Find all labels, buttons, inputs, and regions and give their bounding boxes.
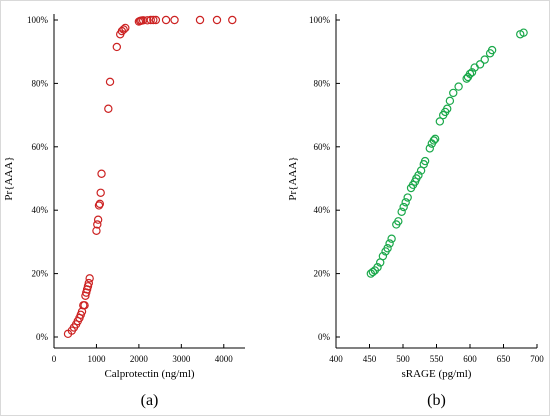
data-point	[373, 263, 382, 272]
axis-ticks: 0 1000 2000 3000 4000 0% 20% 40% 60% 80% 100%	[27, 15, 233, 364]
panel-label: (a)	[141, 392, 159, 409]
x-tick-label: 700	[530, 354, 544, 364]
panel-label: (b)	[427, 392, 446, 409]
y-tick-label: 100%	[27, 15, 49, 25]
data-point	[420, 156, 430, 166]
data-point	[80, 301, 89, 310]
data-point	[105, 77, 115, 87]
y-tick-label: 60%	[32, 142, 49, 152]
data-point	[475, 60, 485, 69]
y-tick-label: 100%	[309, 15, 331, 25]
y-tick-label: 0%	[318, 332, 331, 342]
data-point	[170, 15, 179, 25]
data-point	[480, 55, 489, 64]
data-point	[85, 274, 94, 283]
data-point	[93, 220, 102, 229]
data-point	[443, 104, 452, 113]
data-point	[121, 23, 130, 33]
data-point	[119, 25, 128, 34]
data-point	[401, 198, 410, 207]
data-point	[467, 68, 477, 77]
x-axis-title: Calprotectin (ng/ml)	[104, 368, 194, 380]
y-axis-title: Pr{AAA}	[287, 156, 299, 200]
x-tick-label: 400	[329, 354, 343, 364]
data-point	[487, 45, 497, 55]
data-point	[519, 28, 528, 37]
data-point	[149, 15, 158, 25]
data-point	[385, 239, 394, 248]
data-point	[368, 267, 378, 277]
y-tick-label: 40%	[314, 205, 331, 215]
panel-a: 0 1000 2000 3000 4000 0% 20% 40% 60% 80% 100% Calp…	[3, 14, 245, 409]
data-point	[161, 15, 171, 25]
y-tick-label: 60%	[314, 142, 331, 152]
axis-ticks: 400 450 500 550 600 650 700 0% 20% 40% 60% 80% 100%	[309, 15, 544, 364]
data-point	[449, 88, 458, 98]
data-point	[228, 15, 237, 25]
data-point	[387, 234, 396, 243]
data-point	[403, 193, 412, 202]
data-point	[454, 82, 463, 91]
x-tick-label: 450	[363, 354, 377, 364]
data-point	[146, 15, 155, 25]
data-point	[96, 188, 105, 197]
data-points	[366, 28, 528, 278]
data-point	[104, 104, 113, 113]
data-point	[425, 144, 434, 153]
y-tick-label: 80%	[314, 78, 331, 88]
x-tick-label: 500	[396, 354, 410, 364]
x-tick-label: 4000	[215, 354, 234, 364]
data-point	[429, 136, 439, 145]
data-point	[435, 117, 445, 126]
data-point	[465, 69, 475, 79]
y-tick-label: 80%	[32, 78, 49, 88]
data-point	[112, 42, 122, 52]
y-axis-title: Pr{AAA}	[3, 156, 15, 200]
data-points	[63, 15, 237, 339]
data-point	[97, 169, 106, 178]
data-point	[93, 215, 103, 224]
y-tick-label: 40%	[32, 205, 49, 215]
data-point	[414, 171, 423, 180]
x-tick-label: 1000	[87, 354, 106, 364]
data-point	[394, 217, 403, 226]
data-point	[212, 15, 222, 25]
y-tick-label: 20%	[32, 269, 49, 279]
data-point	[445, 96, 455, 106]
data-point	[383, 244, 392, 253]
x-tick-label: 650	[497, 354, 511, 364]
x-axis-title: sRAGE (pg/ml)	[402, 368, 472, 380]
y-tick-label: 20%	[314, 269, 331, 279]
data-point	[399, 202, 408, 212]
data-point	[378, 251, 388, 261]
data-point	[92, 226, 101, 236]
panel-b: 400 450 500 550 600 650 7000%20%40%60%80%100% …	[287, 14, 544, 409]
x-tick-label: 0	[52, 354, 57, 364]
data-point	[151, 15, 161, 25]
data-point	[397, 207, 406, 216]
x-tick-label: 2000	[130, 354, 149, 364]
x-tick-label: 550	[430, 354, 444, 364]
data-point	[95, 199, 105, 209]
data-point	[195, 15, 205, 25]
data-point	[430, 134, 440, 144]
y-tick-label: 0%	[36, 332, 49, 342]
data-point	[84, 278, 94, 288]
x-tick-label: 3000	[172, 354, 191, 364]
x-tick-label: 600	[463, 354, 477, 364]
data-point	[143, 16, 152, 25]
